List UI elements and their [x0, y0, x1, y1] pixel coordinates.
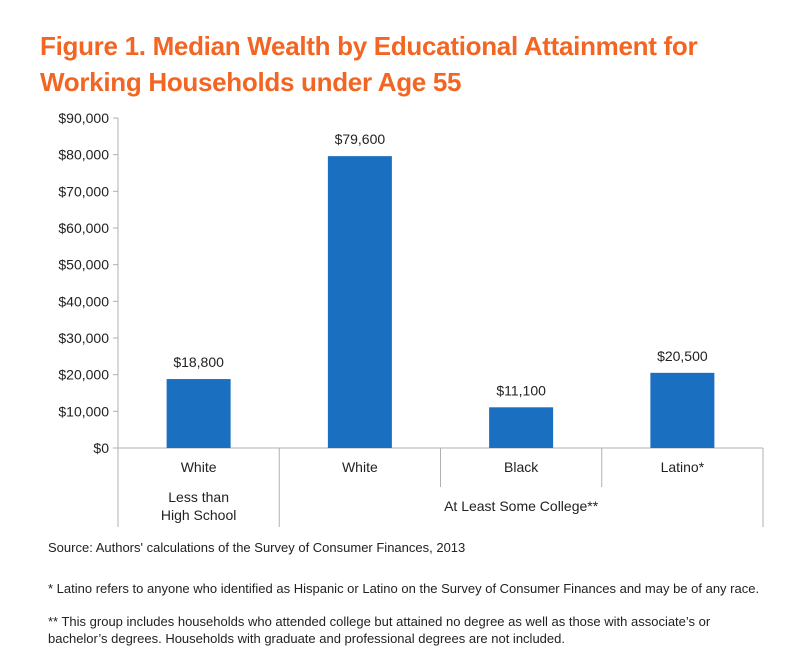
- bar: [166, 379, 231, 448]
- y-tick-label: $0: [93, 440, 109, 456]
- footnote-college: ** This group includes households who at…: [48, 614, 711, 646]
- group-label: High School: [161, 507, 237, 523]
- y-tick-label: $30,000: [58, 330, 109, 346]
- category-label: White: [342, 459, 378, 475]
- data-label: $18,800: [173, 354, 224, 370]
- bar-chart: $0 $10,000 $20,000 $30,000 $40,000 $50,000 $60…: [58, 110, 764, 527]
- source-note: Source: Authors' calculations of the Sur…: [48, 540, 466, 555]
- bar: [489, 407, 554, 448]
- group-label: At Least Some College**: [444, 498, 599, 514]
- bar: [327, 156, 392, 448]
- category-label: Latino*: [661, 459, 705, 475]
- y-tick-label: $70,000: [58, 183, 109, 199]
- y-tick-label: $90,000: [58, 110, 109, 126]
- bar: [650, 372, 715, 448]
- group-label: Less than: [168, 489, 229, 505]
- y-tick-label: $80,000: [58, 147, 109, 163]
- chart-title-line-1: Figure 1. Median Wealth by Educational A…: [40, 31, 698, 61]
- chart-title-line-2: Working Households under Age 55: [40, 67, 462, 97]
- category-label: White: [181, 459, 217, 475]
- data-label: $20,500: [657, 348, 708, 364]
- y-tick-label: $20,000: [58, 367, 109, 383]
- bar-layer: [166, 156, 715, 448]
- label-layer: $0 $10,000 $20,000 $30,000 $40,000 $50,000 $60…: [58, 110, 708, 523]
- category-label: Black: [504, 459, 539, 475]
- y-tick-label: $60,000: [58, 220, 109, 236]
- chart-title: Figure 1. Median Wealth by Educational A…: [40, 28, 780, 100]
- data-label: $11,100: [496, 382, 546, 398]
- y-tick-label: $50,000: [58, 257, 109, 273]
- y-tick-label: $10,000: [58, 403, 109, 419]
- data-label: $79,600: [335, 131, 386, 147]
- y-tick-label: $40,000: [58, 293, 109, 309]
- footnote-latino: * Latino refers to anyone who identified…: [48, 581, 760, 596]
